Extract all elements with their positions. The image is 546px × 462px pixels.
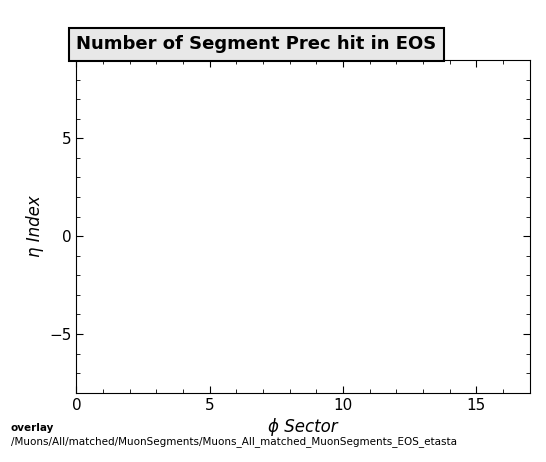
- Text: overlay: overlay: [11, 423, 54, 433]
- Y-axis label: η Index: η Index: [26, 195, 44, 257]
- Text: Number of Segment Prec hit in EOS: Number of Segment Prec hit in EOS: [76, 36, 437, 54]
- Text: /Muons/All/matched/MuonSegments/Muons_All_matched_MuonSegments_EOS_etasta: /Muons/All/matched/MuonSegments/Muons_Al…: [11, 437, 457, 448]
- X-axis label: ϕ Sector: ϕ Sector: [268, 418, 338, 436]
